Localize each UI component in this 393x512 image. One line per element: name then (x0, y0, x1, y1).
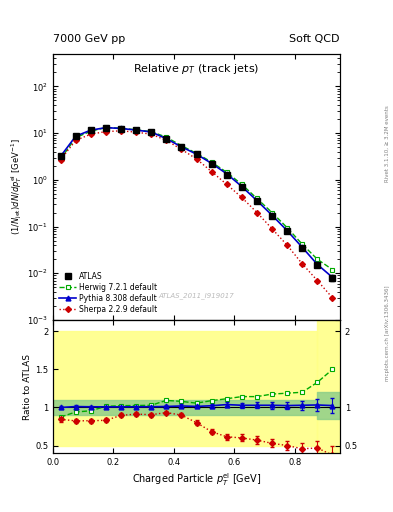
Y-axis label: $(1/N_\mathrm{jet})dN/dp^\mathrm{el}_T\ [\mathrm{GeV}^{-1}]$: $(1/N_\mathrm{jet})dN/dp^\mathrm{el}_T\ … (10, 139, 24, 235)
Text: Rivet 3.1.10, ≥ 3.2M events: Rivet 3.1.10, ≥ 3.2M events (385, 105, 389, 182)
Text: Soft QCD: Soft QCD (290, 33, 340, 44)
Text: Relative $p_T$ (track jets): Relative $p_T$ (track jets) (133, 62, 260, 76)
Text: ATLAS_2011_I919017: ATLAS_2011_I919017 (159, 292, 234, 298)
Text: 7000 GeV pp: 7000 GeV pp (53, 33, 125, 44)
X-axis label: Charged Particle $p^\mathrm{el}_T$ [GeV]: Charged Particle $p^\mathrm{el}_T$ [GeV] (132, 471, 261, 488)
Text: mcplots.cern.ch [arXiv:1306.3436]: mcplots.cern.ch [arXiv:1306.3436] (385, 285, 389, 380)
Legend: ATLAS, Herwig 7.2.1 default, Pythia 8.308 default, Sherpa 2.2.9 default: ATLAS, Herwig 7.2.1 default, Pythia 8.30… (57, 270, 160, 316)
Y-axis label: Ratio to ATLAS: Ratio to ATLAS (23, 354, 32, 419)
